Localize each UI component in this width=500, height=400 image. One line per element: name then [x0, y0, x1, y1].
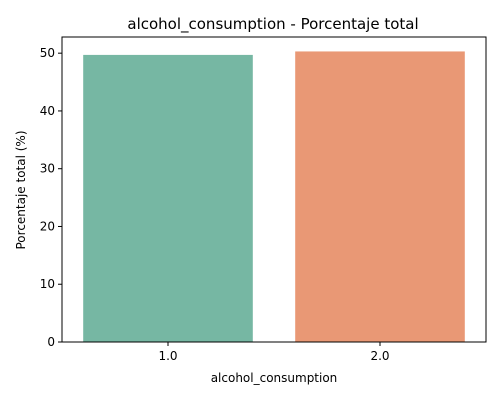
x-tick-label: 1.0: [158, 349, 177, 363]
y-tick-label: 40: [40, 104, 55, 118]
y-tick-label: 30: [40, 162, 55, 176]
x-tick-label: 2.0: [370, 349, 389, 363]
bar-2.0: [295, 51, 465, 343]
y-tick-label: 50: [40, 46, 55, 60]
x-axis: 1.0 2.0: [158, 342, 390, 363]
bars: [83, 51, 465, 343]
y-tick-label: 20: [40, 219, 55, 233]
x-axis-label: alcohol_consumption: [211, 371, 338, 385]
y-tick-label: 10: [40, 277, 55, 291]
chart-title: alcohol_consumption - Porcentaje total: [127, 15, 418, 34]
y-axis: 0 10 20 30 40 50: [40, 46, 62, 349]
y-tick-label: 0: [47, 335, 55, 349]
plot-area-frame: [61, 36, 487, 343]
y-axis-label: Porcentaje total (%): [14, 130, 28, 249]
bar-1.0: [83, 54, 253, 342]
